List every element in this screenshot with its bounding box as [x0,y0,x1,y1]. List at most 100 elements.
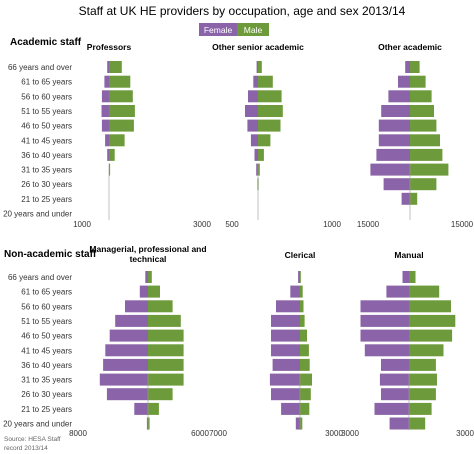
bar-female [271,329,300,342]
bar-female [281,402,300,415]
bar-male [410,61,420,73]
age-label: 46 to 50 years [21,332,72,341]
age-label: 20 years and under [3,210,72,219]
bar-female [374,402,409,415]
axis-tick-left: 15000 [357,220,380,229]
bar-male [410,163,449,176]
bar-male [300,314,305,327]
source-note-line2: record 2013/14 [4,445,48,452]
bar-male [109,134,125,147]
bar-male [148,402,159,415]
bar-male [409,373,437,386]
age-label: 56 to 60 years [21,92,72,101]
age-label: 66 years and over [8,63,72,72]
bar-male [300,271,301,283]
bar-male [258,75,273,88]
bar-female [101,105,109,117]
age-label: 41 to 45 years [21,136,72,145]
axis-tick-left: 500 [225,220,239,229]
bar-male [300,344,309,357]
bar-female [134,402,148,415]
bar-female [107,148,109,161]
bar-female [405,61,410,73]
bar-female [378,134,410,147]
bar-female [139,285,148,298]
axis-tick-right: 3000 [325,429,343,438]
bar-female [381,105,410,117]
bar-male [148,388,173,401]
source-note-line1: Source: HESA Staff [4,436,61,443]
bar-male [410,119,437,132]
bar-female [248,90,258,103]
legend-swatch-female [199,23,237,36]
bar-female [125,300,148,313]
bar-male [409,358,436,371]
age-label: 56 to 60 years [21,302,72,311]
axis-tick-right: 6000 [191,429,209,438]
bar-male [148,271,152,283]
bar-male [410,75,426,88]
panels: Professors 1000 3000 Other senior academic 5… [69,42,474,438]
bar-male [258,163,260,176]
bar-female [103,358,148,371]
bar-male [409,300,451,313]
bar-female [388,90,410,103]
bar-female [105,344,148,357]
bar-female [370,163,410,176]
bar-male [148,344,184,357]
panel-title: Manual [394,250,423,260]
panel-3: Managerial, professional and technical 800… [69,244,209,438]
bar-female [101,90,109,103]
bar-female [101,119,109,132]
bar-female [107,61,109,73]
bar-male [148,417,150,430]
bar-female [271,388,300,401]
bar-male [300,373,312,386]
bar-male [409,329,453,342]
bar-female [376,148,410,161]
panel-title: Clerical [285,250,316,260]
bar-female [145,271,148,283]
bar-female [383,178,410,191]
bar-male [410,105,434,117]
bar-female [245,105,258,117]
bar-female [99,373,148,386]
bar-male [109,163,111,176]
bar-female [360,300,409,313]
axis-tick-left: 7000 [209,429,227,438]
bar-female [256,61,258,73]
bar-male [109,90,133,103]
bar-male [410,192,418,205]
bar-male [409,388,436,401]
bar-male [148,285,160,298]
age-label: 66 years and over [8,273,72,282]
bar-male [300,285,303,298]
axis-tick-left: 1000 [73,220,91,229]
panel-title: Other academic [378,42,442,52]
panel-title: Professors [87,42,132,52]
bar-female [398,75,410,88]
panel-2: Other academic 15000 15000 [357,42,474,229]
bar-female [276,300,300,313]
bar-female [271,344,300,357]
age-label: 21 to 25 years [21,405,72,414]
age-label: 31 to 35 years [21,376,72,385]
age-label: 26 to 30 years [21,180,72,189]
bar-female [247,119,258,132]
bar-female [360,314,409,327]
legend-label-female: Female [204,25,233,35]
bar-female [254,148,258,161]
bar-male [409,402,432,415]
bar-male [258,148,264,161]
panel-title: Managerial, professional and technical [89,244,206,264]
bar-female [401,192,410,205]
bar-female [256,163,258,176]
panel-title: Other senior academic [212,42,304,52]
age-label: 41 to 45 years [21,346,72,355]
bar-male [258,119,281,132]
bar-male [410,90,432,103]
age-label: 36 to 40 years [21,151,72,160]
bar-female [402,271,409,283]
legend-swatch-male [237,23,269,36]
bar-male [300,388,311,401]
